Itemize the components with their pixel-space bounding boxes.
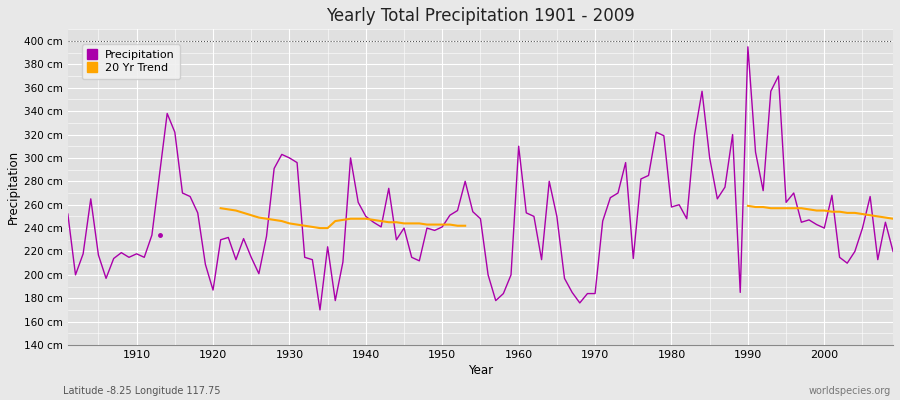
Text: worldspecies.org: worldspecies.org <box>809 386 891 396</box>
Legend: Precipitation, 20 Yr Trend: Precipitation, 20 Yr Trend <box>82 44 180 79</box>
Y-axis label: Precipitation: Precipitation <box>7 150 20 224</box>
Title: Yearly Total Precipitation 1901 - 2009: Yearly Total Precipitation 1901 - 2009 <box>326 7 634 25</box>
X-axis label: Year: Year <box>468 364 493 377</box>
Text: Latitude -8.25 Longitude 117.75: Latitude -8.25 Longitude 117.75 <box>63 386 220 396</box>
